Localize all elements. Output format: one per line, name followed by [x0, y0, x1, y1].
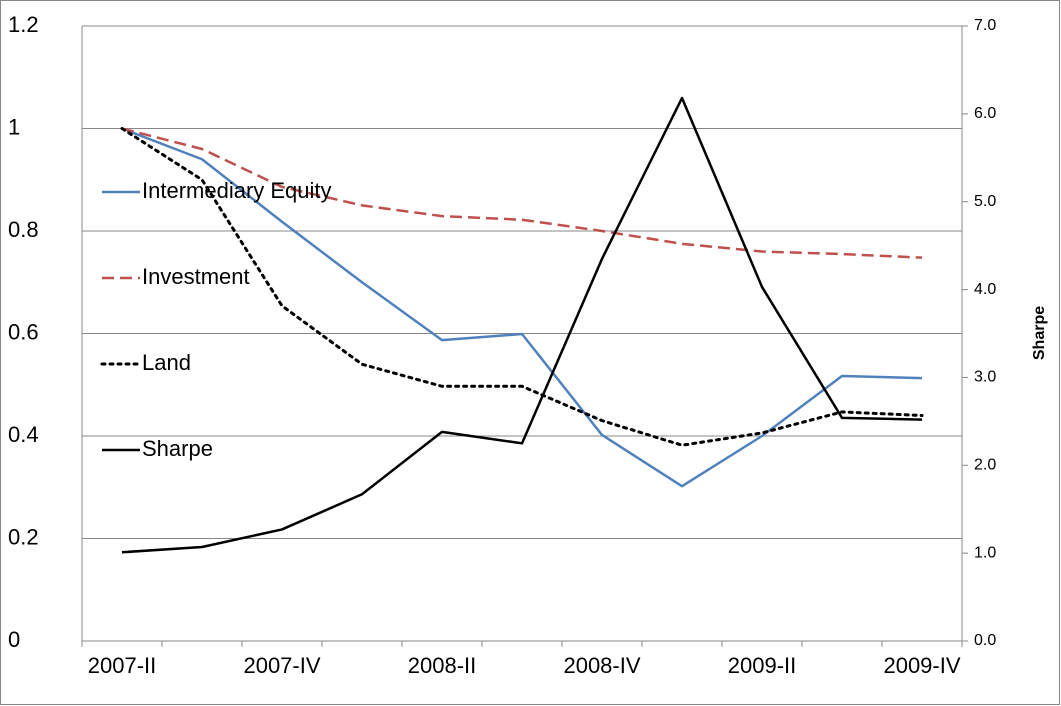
y2-axis-title: Sharpe	[1031, 306, 1048, 360]
y2-tick-label: 6.0	[974, 105, 996, 122]
x-tick-label: 2009-IV	[883, 653, 960, 678]
y2-tick-label: 4.0	[974, 281, 996, 298]
legend-label: Land	[142, 350, 191, 375]
y-tick-label: 1.2	[8, 12, 39, 37]
series-line	[121, 127, 923, 488]
series-line	[121, 127, 923, 259]
y2-tick-label: 2.0	[974, 457, 996, 474]
y2-tick-label: 1.0	[974, 544, 996, 561]
y2-tick-label: 7.0	[974, 17, 996, 34]
y-tick-label: 1	[8, 114, 20, 139]
y2-tick-label: 5.0	[974, 193, 996, 210]
legend-label: Sharpe	[142, 436, 213, 461]
series-line	[120, 127, 924, 447]
y-tick-label: 0.4	[8, 422, 39, 447]
x-tick-label: 2008-II	[408, 653, 477, 678]
y-tick-label: 0.2	[8, 524, 39, 549]
x-tick-label: 2007-II	[88, 653, 157, 678]
y-tick-label: 0.8	[8, 217, 39, 242]
x-tick-label: 2007-IV	[243, 653, 320, 678]
y-tick-label: 0	[8, 627, 20, 652]
legend-label: Investment	[142, 264, 250, 289]
y2-tick-label: 0.0	[974, 632, 996, 649]
x-tick-label: 2009-II	[728, 653, 797, 678]
legend-label: Intermediary Equity	[142, 178, 332, 203]
y2-tick-label: 3.0	[974, 369, 996, 386]
y-tick-label: 0.6	[8, 319, 39, 344]
series-line	[121, 96, 923, 554]
x-tick-label: 2008-IV	[563, 653, 640, 678]
